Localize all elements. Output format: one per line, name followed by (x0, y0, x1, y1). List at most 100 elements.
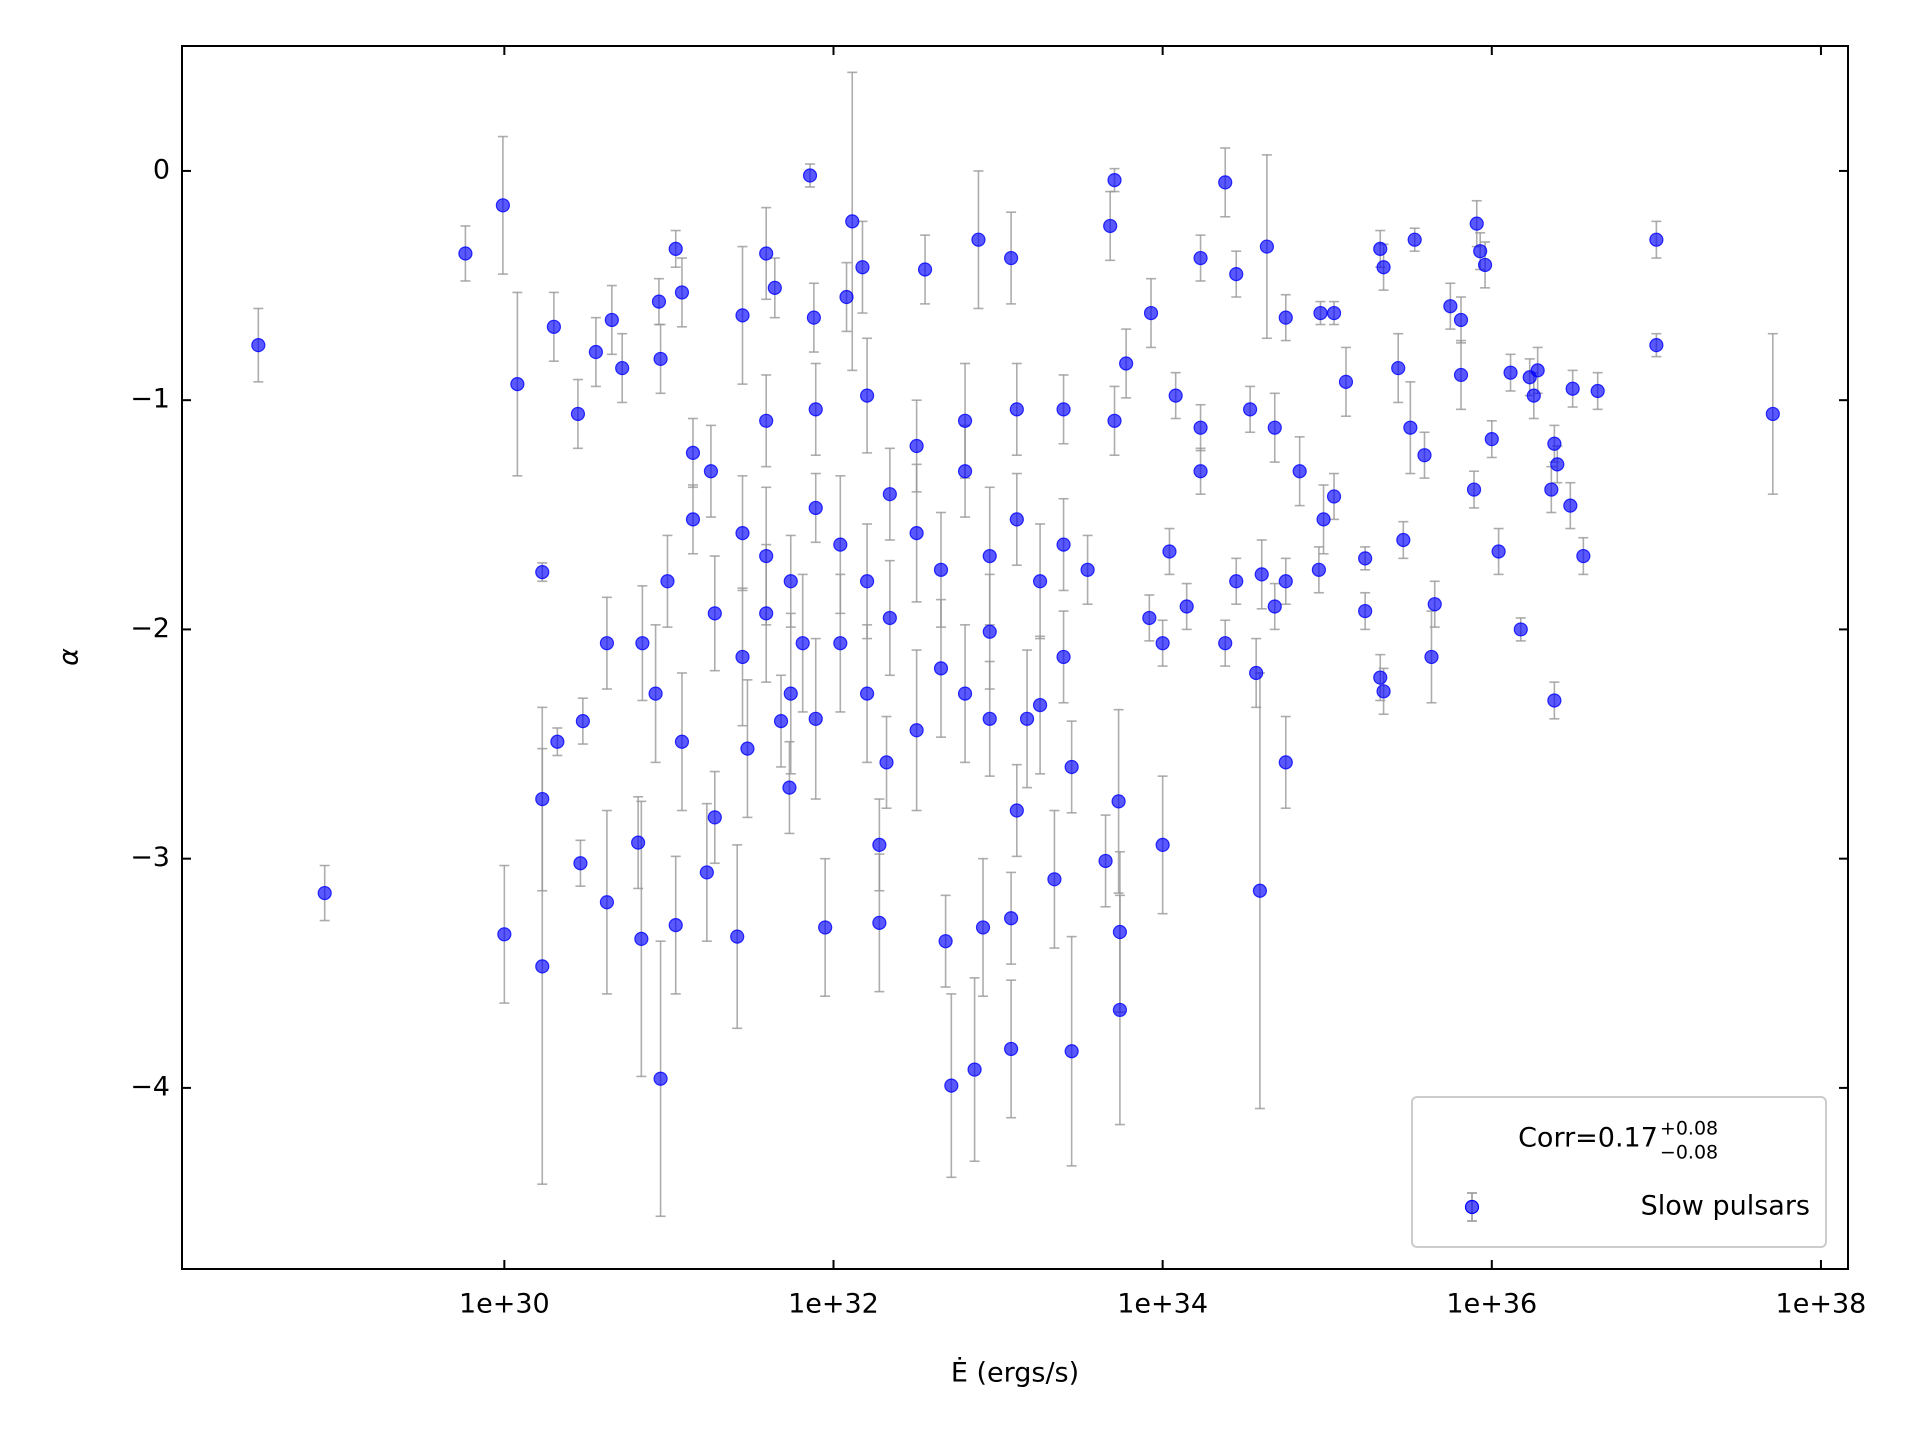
data-point (1218, 175, 1233, 190)
data-point (317, 885, 332, 901)
data-point (855, 260, 870, 275)
data-point (735, 308, 750, 323)
data-point (1373, 670, 1388, 685)
data-point (1193, 464, 1208, 479)
y-tick-label: −1 (130, 384, 170, 415)
data-point (1056, 649, 1071, 665)
y-tick-label: 0 (153, 154, 170, 185)
data-point (967, 1062, 982, 1077)
data-point (735, 526, 750, 541)
data-point (1316, 512, 1331, 527)
data-point (1278, 755, 1293, 770)
data-point (575, 714, 590, 729)
data-point (806, 310, 821, 325)
legend-title-sub: −0.08 (1660, 1142, 1718, 1164)
legend-title: Corr=0.17 (1518, 1123, 1658, 1154)
data-point (497, 927, 512, 942)
data-point (653, 1071, 668, 1086)
data-point (1484, 432, 1499, 447)
data-point (685, 445, 701, 461)
data-point (674, 285, 690, 300)
data-point (635, 636, 650, 651)
data-point (599, 895, 615, 910)
data-point (1162, 544, 1177, 559)
data-point (808, 402, 823, 417)
y-tick-label: −2 (130, 613, 170, 644)
data-point (1278, 574, 1293, 589)
data-point (1358, 603, 1373, 619)
data-point (1427, 597, 1442, 612)
data-point (1032, 574, 1048, 589)
data-point (1530, 363, 1545, 378)
data-point (703, 464, 719, 479)
data-point (573, 856, 588, 871)
data-point (845, 214, 860, 229)
x-axis-label: Ė (ergs/s) (951, 1357, 1079, 1389)
data-point (730, 929, 745, 944)
data-point (917, 262, 933, 277)
data-point (495, 198, 510, 213)
data-point (1004, 1041, 1019, 1057)
x-tick-label: 1e+32 (788, 1289, 879, 1320)
y-tick-label: −4 (130, 1071, 170, 1102)
data-point (882, 610, 897, 626)
data-point (783, 686, 798, 701)
data-point (1111, 794, 1126, 809)
data-point (1278, 310, 1293, 325)
data-point (975, 920, 991, 935)
data-point (872, 837, 887, 853)
data-point (668, 241, 683, 256)
data-point (982, 711, 997, 726)
data-point (1179, 599, 1194, 614)
data-point (615, 360, 630, 376)
data-point (707, 606, 722, 621)
data-point (1563, 498, 1578, 513)
data-point (1193, 250, 1208, 266)
data-point (1080, 562, 1095, 577)
data-point (1047, 872, 1062, 887)
data-point (1466, 482, 1482, 497)
data-point (1477, 257, 1493, 273)
data-point (1009, 512, 1024, 527)
data-point (982, 624, 997, 639)
data-point (535, 791, 550, 807)
data-point (933, 661, 949, 676)
data-point (1292, 464, 1307, 479)
data-point (546, 319, 561, 334)
data-point (740, 741, 755, 756)
data-point (1218, 636, 1233, 651)
data-point (1243, 402, 1258, 417)
legend-title-sup: +0.08 (1660, 1118, 1718, 1140)
data-point (1252, 883, 1268, 898)
data-point (458, 246, 473, 261)
data-point (1576, 548, 1591, 564)
data-point (909, 438, 924, 454)
data-point (1107, 173, 1122, 188)
data-point (653, 351, 668, 367)
data-point (833, 537, 848, 552)
data-point (1544, 482, 1559, 497)
data-point (510, 377, 525, 392)
data-point (570, 406, 586, 422)
data-point (1590, 383, 1605, 399)
x-tick-label: 1e+30 (459, 1289, 550, 1320)
data-point (674, 734, 690, 749)
data-point (759, 246, 774, 261)
data-point (808, 500, 823, 516)
data-point (1513, 622, 1528, 637)
data-point (872, 915, 887, 930)
data-point (1112, 924, 1128, 940)
data-point (1391, 360, 1406, 376)
data-point (1064, 759, 1079, 775)
data-point (1649, 338, 1664, 353)
data-point (1259, 239, 1274, 254)
data-point (1112, 1002, 1128, 1018)
data-point (773, 714, 789, 729)
data-point (802, 168, 818, 183)
data-point (759, 548, 774, 564)
data-point (1376, 684, 1391, 699)
data-point (631, 835, 646, 850)
data-point (535, 565, 550, 580)
data-point (1193, 420, 1208, 435)
